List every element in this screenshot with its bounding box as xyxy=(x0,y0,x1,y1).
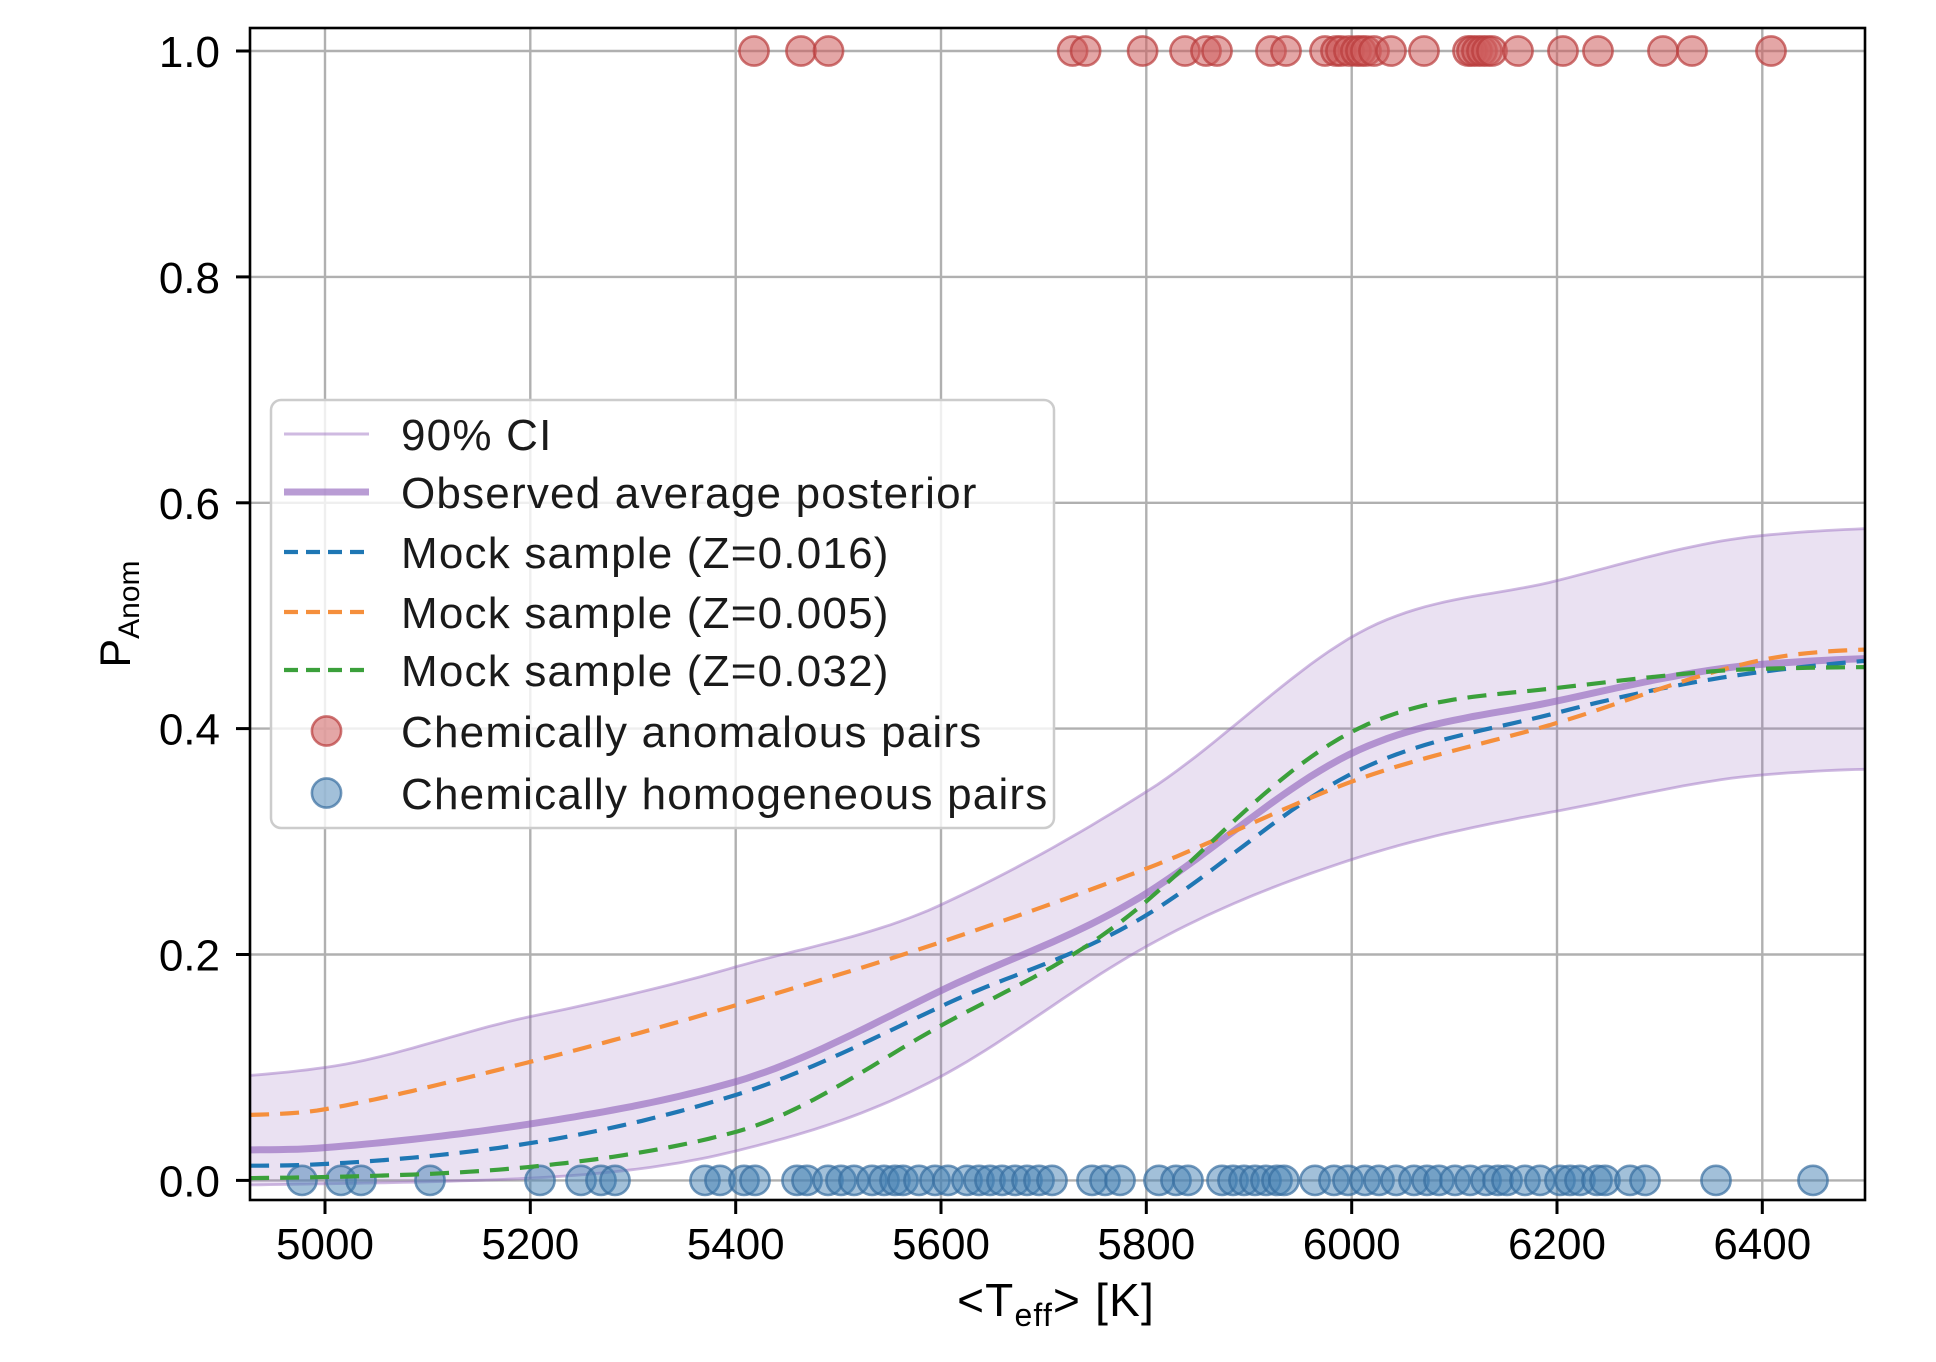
svg-text:0.8: 0.8 xyxy=(159,254,220,303)
svg-text:Mock sample (Z=0.032): Mock sample (Z=0.032) xyxy=(401,647,890,696)
svg-text:0.0: 0.0 xyxy=(159,1157,220,1206)
svg-text:5000: 5000 xyxy=(276,1220,374,1269)
svg-text:0.2: 0.2 xyxy=(159,932,220,981)
svg-text:6000: 6000 xyxy=(1303,1220,1401,1269)
svg-text:0.4: 0.4 xyxy=(159,706,220,755)
svg-text:Chemically anomalous pairs: Chemically anomalous pairs xyxy=(401,708,982,757)
svg-text:Observed average posterior: Observed average posterior xyxy=(401,469,978,518)
svg-text:Chemically homogeneous pairs: Chemically homogeneous pairs xyxy=(401,770,1048,819)
svg-text:5200: 5200 xyxy=(481,1220,579,1269)
svg-text:5800: 5800 xyxy=(1097,1220,1195,1269)
svg-text:Mock sample (Z=0.016): Mock sample (Z=0.016) xyxy=(401,529,890,578)
svg-text:6200: 6200 xyxy=(1508,1220,1606,1269)
svg-text:6400: 6400 xyxy=(1713,1220,1811,1269)
svg-text:5400: 5400 xyxy=(687,1220,785,1269)
svg-text:5600: 5600 xyxy=(892,1220,990,1269)
svg-text:1.0: 1.0 xyxy=(159,28,220,77)
svg-text:<Teff> [K]: <Teff> [K] xyxy=(957,1274,1155,1333)
svg-text:Mock sample (Z=0.005): Mock sample (Z=0.005) xyxy=(401,589,890,638)
svg-text:0.6: 0.6 xyxy=(159,480,220,529)
svg-text:90% CI: 90% CI xyxy=(401,411,553,460)
